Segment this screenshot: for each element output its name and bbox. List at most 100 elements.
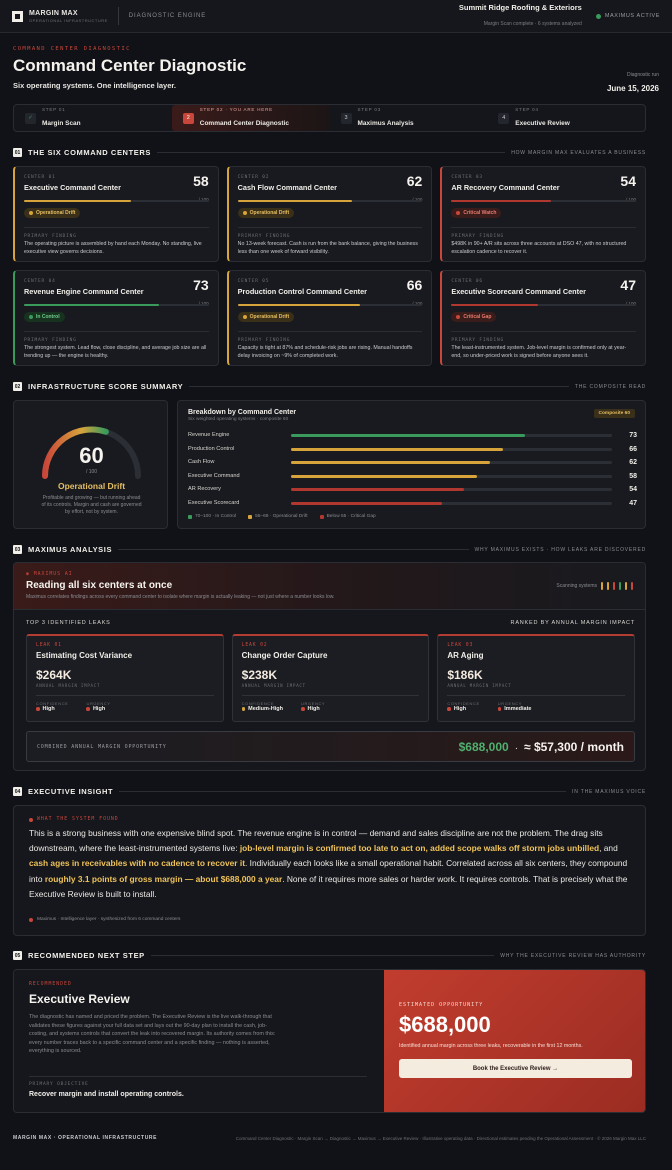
command-center-card[interactable]: CENTER 02 Cash Flow Command Center 62 / 1…	[226, 166, 433, 262]
composite-status: Operational Drift	[57, 481, 126, 491]
leak-value-label: ANNUAL MARGIN IMPACT	[36, 683, 101, 688]
finding-label: PRIMARY FINDING	[24, 234, 77, 239]
breakdown-legend: 70–100 · In Control 55–69 · Operational …	[188, 514, 376, 519]
scanning-indicator: Scanning systems	[556, 582, 633, 590]
composite-score: 60	[79, 443, 104, 468]
status-text: Critical Watch	[463, 210, 497, 216]
confidence-label: CONFIDENCE	[36, 701, 69, 706]
section-number: 03	[13, 545, 22, 554]
command-center-card[interactable]: CENTER 03 AR Recovery Command Center 54 /…	[440, 166, 646, 262]
step-command-center-diagnostic[interactable]: 2 STEP 02 · YOU ARE HERE Command Center D…	[171, 105, 330, 131]
insight-highlight: cash ages in receivables with no cadence…	[29, 858, 245, 869]
status-dot-icon	[456, 211, 461, 215]
section-divider	[119, 791, 567, 792]
card-divider	[24, 331, 209, 332]
leak-label: LEAK 01	[36, 643, 62, 648]
status-text: In Control	[36, 314, 60, 320]
center-label: CENTER 02	[237, 175, 270, 180]
score-value: 73	[193, 277, 209, 293]
leak-card[interactable]: LEAK 01 Estimating Cost Variance $264K A…	[26, 634, 224, 722]
section-divider	[189, 386, 569, 387]
maximus-pulse-icon: ◉	[26, 572, 34, 577]
insight-text-part: . Individually each looks like a small o…	[29, 858, 628, 884]
row-bar-fill	[291, 447, 503, 451]
command-center-card[interactable]: CENTER 01 Executive Command Center 58 / 1…	[13, 166, 219, 262]
center-name: Revenue Engine Command Center	[24, 287, 144, 296]
confidence-label: CONFIDENCE	[447, 701, 480, 706]
page-subtitle: Six operating systems. One intelligence …	[13, 81, 176, 90]
row-bar	[291, 487, 612, 491]
page-header: COMMAND CENTER DIAGNOSTIC Command Center…	[13, 46, 659, 93]
score-max: / 100	[626, 301, 636, 306]
page-eyebrow: COMMAND CENTER DIAGNOSTIC	[13, 46, 131, 52]
section-caption: WHY THE EXECUTIVE REVIEW HAS AUTHORITY	[500, 952, 646, 959]
step-name: Command Center Diagnostic	[199, 119, 289, 127]
step-maximus-analysis[interactable]: 3 STEP 03 Maximus Analysis	[330, 105, 488, 131]
maximus-status-label: MAXIMUS ACTIVE	[604, 13, 660, 19]
section-header-command-centers: 01 THE SIX COMMAND CENTERS HOW MARGIN MA…	[13, 148, 646, 157]
composite-gauge	[42, 426, 141, 479]
page-title: Command Center Diagnostic	[13, 56, 247, 75]
section-header-next-step: 05 RECOMMENDED NEXT STEP WHY THE EXECUTI…	[13, 951, 646, 960]
opportunity-description: Identified annual margin across three le…	[399, 1043, 583, 1049]
status-badge: Operational Drift	[237, 208, 295, 218]
step-executive-review[interactable]: 4 STEP 04 Executive Review	[487, 105, 645, 131]
section-header-insight: 04 EXECUTIVE INSIGHT IN THE MAXIMUS VOIC…	[13, 787, 646, 796]
step-margin-scan[interactable]: ✓ STEP 01 Margin Scan	[14, 105, 172, 131]
section-title: INFRASTRUCTURE SCORE SUMMARY	[28, 382, 184, 391]
leak-meta: CONFIDENCE Medium-High URGENCY High	[241, 701, 420, 712]
status-badge: Critical Gap	[451, 312, 497, 322]
row-bar-fill	[291, 460, 491, 464]
combined-monthly: ≈ $57,300 / month	[524, 739, 624, 754]
section-header-maximus: 03 MAXIMUS ANALYSIS WHY MAXIMUS EXISTS ·…	[13, 545, 646, 554]
card-divider	[237, 227, 423, 228]
opportunity-panel: ESTIMATED OPPORTUNITY $688,000 Identifie…	[384, 970, 645, 1112]
score-value: 54	[620, 173, 636, 189]
row-label: Production Control	[188, 446, 235, 452]
status-badge: Critical Watch	[451, 208, 502, 218]
combined-value: $688,000	[458, 739, 509, 754]
scan-bar-icon	[607, 582, 609, 590]
confidence-value: Medium-High	[248, 706, 283, 712]
command-center-card[interactable]: CENTER 04 Revenue Engine Command Center …	[13, 270, 219, 366]
center-score: 54 / 100	[620, 174, 636, 206]
legend-swatch	[319, 514, 324, 519]
insight-eyebrow-text: WHAT THE SYSTEM FOUND	[37, 817, 119, 822]
maximus-eyebrow-text: MAXIMUS AI	[33, 572, 73, 577]
row-bar	[291, 501, 612, 505]
center-label: CENTER 03	[451, 175, 483, 180]
center-name: Cash Flow Command Center	[237, 183, 337, 192]
breakdown-row: Revenue Engine 73	[188, 430, 637, 440]
legend-item: 70–100 · In Control	[188, 514, 236, 519]
insight-eyebrow: WHAT THE SYSTEM FOUND	[29, 817, 630, 822]
finding-label: PRIMARY FINDING	[451, 234, 504, 239]
confidence-dot-icon	[36, 707, 40, 711]
command-center-card[interactable]: CENTER 06 Executive Scorecard Command Ce…	[440, 270, 646, 366]
leak-card[interactable]: LEAK 02 Change Order Capture $238K ANNUA…	[231, 634, 430, 722]
row-label: AR Recovery	[188, 486, 221, 492]
footer-brand: MARGIN MAX · OPERATIONAL INFRASTRUCTURE	[13, 1135, 158, 1141]
finding-label: PRIMARY FINDING	[24, 338, 77, 343]
topbar-divider	[117, 7, 119, 25]
section-caption: THE COMPOSITE READ	[574, 383, 646, 390]
score-bar	[237, 200, 423, 202]
finding-text: Capacity is tight at 87% and schedule-ri…	[237, 345, 413, 359]
finding-text: The operating picture is assembled by ha…	[24, 241, 202, 255]
urgency-value: High	[92, 706, 106, 712]
command-center-card[interactable]: CENTER 05 Production Control Command Cen…	[226, 270, 433, 366]
client-status: Margin Scan complete · 6 systems analyze…	[483, 20, 582, 27]
logo[interactable]: MARGIN MAX OPERATIONAL INFRASTRUCTURE	[12, 10, 108, 23]
leak-card[interactable]: LEAK 03 AR Aging $186K ANNUAL MARGIN IMP…	[437, 634, 635, 722]
row-bar	[291, 474, 612, 478]
step-label: STEP 04	[515, 106, 539, 112]
score-bar-fill	[237, 200, 353, 202]
combined-opportunity: COMBINED ANNUAL MARGIN OPPORTUNITY $688,…	[26, 731, 635, 762]
score-value: 47	[620, 277, 636, 293]
section-title: THE SIX COMMAND CENTERS	[28, 148, 151, 157]
leak-meta: CONFIDENCE High URGENCY High	[36, 701, 214, 712]
confidence-value: High	[42, 706, 55, 712]
book-executive-review-button[interactable]: Book the Executive Review →	[399, 1059, 632, 1078]
section-number: 01	[13, 148, 22, 157]
center-score: 58 / 100	[193, 174, 209, 206]
legend-item: 55–69 · Operational Drift	[248, 514, 308, 519]
